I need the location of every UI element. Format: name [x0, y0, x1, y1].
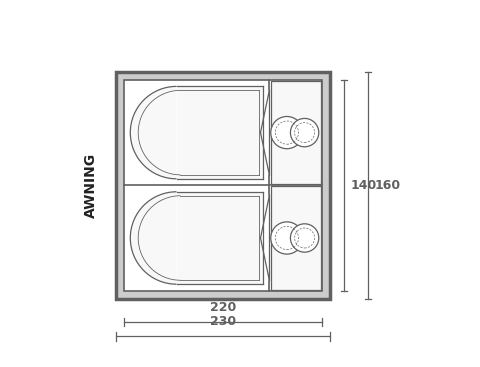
Text: 140: 140 [351, 179, 377, 192]
Bar [124, 80, 322, 291]
Bar [271, 81, 321, 184]
Text: 220: 220 [210, 301, 236, 314]
Bar [271, 186, 321, 290]
Wedge shape [130, 192, 177, 284]
Polygon shape [261, 90, 269, 175]
Polygon shape [261, 195, 269, 281]
Bar [116, 72, 330, 299]
Text: 160: 160 [374, 179, 400, 192]
Text: AWNING: AWNING [84, 153, 98, 218]
Circle shape [271, 222, 303, 254]
Bar [116, 72, 330, 299]
Circle shape [271, 116, 303, 149]
Wedge shape [130, 86, 177, 179]
FancyBboxPatch shape [177, 192, 263, 284]
Bar [124, 80, 322, 291]
Circle shape [290, 119, 319, 147]
FancyBboxPatch shape [177, 86, 263, 179]
Text: 230: 230 [210, 316, 236, 328]
Circle shape [290, 224, 319, 252]
